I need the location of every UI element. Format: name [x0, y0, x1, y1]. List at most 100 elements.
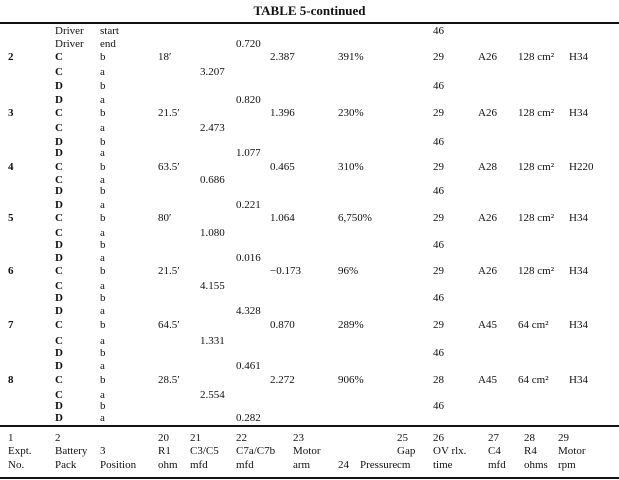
cell-r4: 64 cm² — [518, 319, 549, 331]
cell-c3: 3.207 — [200, 66, 225, 78]
cell-rpm: H34 — [569, 212, 588, 224]
header-text: Motor — [293, 445, 321, 457]
cell-position: a — [100, 335, 105, 347]
cell-c7: 0.461 — [236, 360, 261, 372]
cell-pressure: 96% — [338, 265, 359, 277]
cell-c4: A26 — [478, 51, 497, 63]
cell-rpm: H34 — [569, 107, 588, 119]
header-rule — [0, 425, 619, 427]
cell-position: b — [100, 347, 106, 359]
cell-driver: C — [55, 107, 63, 119]
cell-driver: D — [55, 252, 63, 264]
cell-ov: 46 — [433, 185, 444, 197]
cell-ov: 29 — [433, 107, 444, 119]
header-text: 27 — [488, 432, 499, 444]
cell-position: a — [100, 66, 105, 78]
cell-driver: C — [55, 122, 63, 134]
cell-driver: D — [55, 305, 63, 317]
header-text: mfd — [190, 459, 208, 471]
header-text: C4 — [488, 445, 501, 457]
header-text: Motor — [558, 445, 586, 457]
cell-ov: 46 — [433, 80, 444, 92]
cell-rpm: H34 — [569, 265, 588, 277]
header-text: mfd — [236, 459, 254, 471]
cell-no: 6 — [8, 265, 14, 277]
cell-c4: A28 — [478, 161, 497, 173]
cell-driver: C — [55, 280, 63, 292]
header-text: 1 — [8, 432, 14, 444]
header-text: 21 — [190, 432, 201, 444]
cell-c3: 0.686 — [200, 174, 225, 186]
cell-driver: Driver — [55, 38, 84, 50]
cell-driver: C — [55, 374, 63, 386]
cell-driver: D — [55, 199, 63, 211]
cell-pressure: 289% — [338, 319, 364, 331]
cell-ov: 29 — [433, 265, 444, 277]
header-text: 25 — [397, 432, 408, 444]
cell-ov: 46 — [433, 292, 444, 304]
cell-c4: A26 — [478, 212, 497, 224]
cell-driver: D — [55, 185, 63, 197]
cell-pressure: 906% — [338, 374, 364, 386]
cell-position: a — [100, 227, 105, 239]
header-text: rpm — [558, 459, 576, 471]
cell-position: a — [100, 94, 105, 106]
cell-driver: C — [55, 319, 63, 331]
cell-ov: 46 — [433, 239, 444, 251]
cell-driver: C — [55, 161, 63, 173]
bottom-rule — [0, 477, 619, 479]
cell-driver: D — [55, 400, 63, 412]
cell-driver: D — [55, 94, 63, 106]
header-text: Pressure — [360, 459, 398, 471]
cell-position: b — [100, 265, 106, 277]
cell-position: a — [100, 360, 105, 372]
cell-position: b — [100, 239, 106, 251]
cell-position: end — [100, 38, 116, 50]
header-text: Expt. — [8, 445, 32, 457]
cell-pressure: 391% — [338, 51, 364, 63]
cell-c3: 4.155 — [200, 280, 225, 292]
cell-driver: C — [55, 389, 63, 401]
cell-driver: C — [55, 174, 63, 186]
cell-position: b — [100, 319, 106, 331]
cell-c4: A26 — [478, 265, 497, 277]
header-text: R4 — [524, 445, 537, 457]
cell-c4: A26 — [478, 107, 497, 119]
cell-pressure: 230% — [338, 107, 364, 119]
cell-r1: 63.5′ — [158, 161, 180, 173]
cell-c7: 0.221 — [236, 199, 261, 211]
cell-driver: D — [55, 292, 63, 304]
cell-pressure: 6,750% — [338, 212, 372, 224]
header-text: Pack — [55, 459, 77, 471]
cell-c7: 0.720 — [236, 38, 261, 50]
cell-position: a — [100, 389, 105, 401]
cell-r4: 128 cm² — [518, 212, 554, 224]
cell-rpm: H220 — [569, 161, 594, 173]
header-text: C7a/C7b — [236, 445, 276, 457]
header-text: 28 — [524, 432, 535, 444]
cell-position: a — [100, 199, 105, 211]
cell-no: 5 — [8, 212, 14, 224]
cell-arm: 2.272 — [270, 374, 295, 386]
cell-position: b — [100, 292, 106, 304]
cell-driver: C — [55, 335, 63, 347]
cell-position: a — [100, 412, 105, 424]
cell-driver: D — [55, 136, 63, 148]
cell-pressure: 310% — [338, 161, 364, 173]
cell-c7: 0.820 — [236, 94, 261, 106]
cell-driver: C — [55, 265, 63, 277]
cell-c4: A45 — [478, 319, 497, 331]
header-text: ohms — [524, 459, 548, 471]
cell-arm: 2.387 — [270, 51, 295, 63]
cell-rpm: H34 — [569, 319, 588, 331]
cell-no: 4 — [8, 161, 14, 173]
cell-ov: 46 — [433, 136, 444, 148]
cell-ov: 46 — [433, 347, 444, 359]
cell-c7: 0.016 — [236, 252, 261, 264]
cell-driver: C — [55, 51, 63, 63]
header-text: C3/C5 — [190, 445, 219, 457]
cell-position: a — [100, 305, 105, 317]
cell-driver: D — [55, 347, 63, 359]
cell-r1: 18′ — [158, 51, 172, 63]
header-text: Battery — [55, 445, 88, 457]
